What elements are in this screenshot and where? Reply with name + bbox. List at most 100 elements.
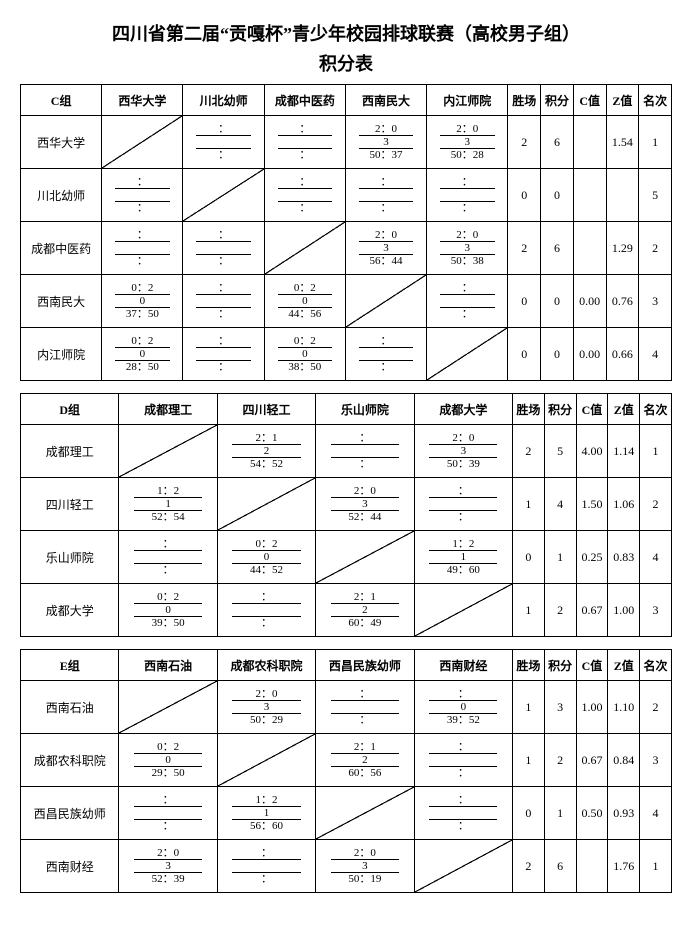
stat-cell: 1.14 (608, 425, 640, 478)
match-cell: 2：0350：38 (427, 222, 508, 275)
stat-header: 胜场 (513, 394, 545, 425)
self-cell (264, 222, 345, 275)
match-cell: ：： (102, 169, 183, 222)
stat-header: C值 (576, 650, 608, 681)
match-cell: 1：2152：54 (119, 478, 217, 531)
page-subtitle: 积分表 (20, 50, 672, 76)
stat-cell: 1.29 (606, 222, 639, 275)
match-cell: 2：0356：44 (345, 222, 426, 275)
self-cell (414, 840, 512, 893)
stat-cell (573, 116, 606, 169)
group-table: D组成都理工四川轻工乐山师院成都大学胜场积分C值Z值名次成都理工2：1254：5… (20, 393, 672, 637)
self-cell (316, 787, 414, 840)
match-cell: ：： (264, 169, 345, 222)
match-cell: 0：2037：50 (102, 275, 183, 328)
self-cell (316, 531, 414, 584)
page-title: 四川省第二届“贡嘎杯”青少年校园排球联赛（高校男子组） (20, 20, 672, 46)
group-name: D组 (21, 394, 119, 425)
stat-cell: 1 (640, 425, 672, 478)
stat-header: Z值 (608, 394, 640, 425)
match-cell: ：： (414, 734, 512, 787)
stat-cell: 1 (544, 531, 576, 584)
stat-cell: 4.00 (576, 425, 608, 478)
row-team: 成都大学 (21, 584, 119, 637)
stat-cell: 4 (640, 787, 672, 840)
stat-cell: 0.93 (608, 787, 640, 840)
stat-cell (576, 840, 608, 893)
stat-cell (573, 222, 606, 275)
stat-header: C值 (576, 394, 608, 425)
match-cell: 2：0350：19 (316, 840, 414, 893)
team-header: 四川轻工 (217, 394, 315, 425)
stat-cell: 2 (508, 222, 541, 275)
stat-cell: 1.00 (576, 681, 608, 734)
match-cell: ：： (316, 681, 414, 734)
stat-cell: 0 (541, 169, 574, 222)
row-team: 成都中医药 (21, 222, 102, 275)
stat-cell: 0 (541, 275, 574, 328)
match-cell: ：： (183, 328, 264, 381)
stat-cell: 1.76 (608, 840, 640, 893)
match-cell: 0：2039：50 (119, 584, 217, 637)
stat-cell (606, 169, 639, 222)
match-cell: 2：0350：28 (427, 116, 508, 169)
match-cell: 2：0352：44 (316, 478, 414, 531)
self-cell (102, 116, 183, 169)
match-cell: ：： (427, 275, 508, 328)
match-cell: 2：0350：37 (345, 116, 426, 169)
team-header: 内江师院 (427, 85, 508, 116)
match-cell: 2：0352：39 (119, 840, 217, 893)
group-table: E组西南石油成都农科职院西昌民族幼师西南财经胜场积分C值Z值名次西南石油2：03… (20, 649, 672, 893)
stat-cell: 0 (508, 169, 541, 222)
stat-cell: 0 (513, 787, 545, 840)
stat-cell: 1.50 (576, 478, 608, 531)
match-cell: ：： (427, 169, 508, 222)
row-team: 西南民大 (21, 275, 102, 328)
team-header: 乐山师院 (316, 394, 414, 425)
team-header: 成都理工 (119, 394, 217, 425)
stat-header: 名次 (639, 85, 672, 116)
stat-header: 胜场 (513, 650, 545, 681)
match-cell: 0：2044：56 (264, 275, 345, 328)
stat-cell: 3 (639, 275, 672, 328)
team-header: 西华大学 (102, 85, 183, 116)
stat-cell: 0 (513, 531, 545, 584)
self-cell (183, 169, 264, 222)
team-header: 西南财经 (414, 650, 512, 681)
stat-header: Z值 (606, 85, 639, 116)
stat-cell: 0.00 (573, 328, 606, 381)
team-header: 成都大学 (414, 394, 512, 425)
match-cell: 0：2038：50 (264, 328, 345, 381)
stat-cell: 1 (640, 840, 672, 893)
self-cell (119, 681, 217, 734)
team-header: 西南民大 (345, 85, 426, 116)
match-cell: 1：2156：60 (217, 787, 315, 840)
stat-cell: 0 (508, 328, 541, 381)
stat-cell: 1.10 (608, 681, 640, 734)
match-cell: ：： (217, 840, 315, 893)
stat-cell: 2 (513, 840, 545, 893)
stat-cell: 3 (544, 681, 576, 734)
stat-cell: 6 (541, 222, 574, 275)
team-header: 西昌民族幼师 (316, 650, 414, 681)
stat-header: 胜场 (508, 85, 541, 116)
match-cell: ：： (345, 169, 426, 222)
stat-cell: 4 (639, 328, 672, 381)
self-cell (217, 734, 315, 787)
match-cell: 2：0350：39 (414, 425, 512, 478)
match-cell: ：： (119, 787, 217, 840)
self-cell (119, 425, 217, 478)
stat-cell: 0 (508, 275, 541, 328)
stat-cell: 1 (513, 681, 545, 734)
stat-header: 积分 (544, 650, 576, 681)
stat-cell: 0.25 (576, 531, 608, 584)
match-cell: 2：1260：56 (316, 734, 414, 787)
stat-cell: 5 (544, 425, 576, 478)
match-cell: ：： (183, 116, 264, 169)
group-name: E组 (21, 650, 119, 681)
stat-cell: 0.84 (608, 734, 640, 787)
group-name: C组 (21, 85, 102, 116)
match-cell: 0：2028：50 (102, 328, 183, 381)
stat-cell: 3 (640, 734, 672, 787)
stat-header: 积分 (544, 394, 576, 425)
